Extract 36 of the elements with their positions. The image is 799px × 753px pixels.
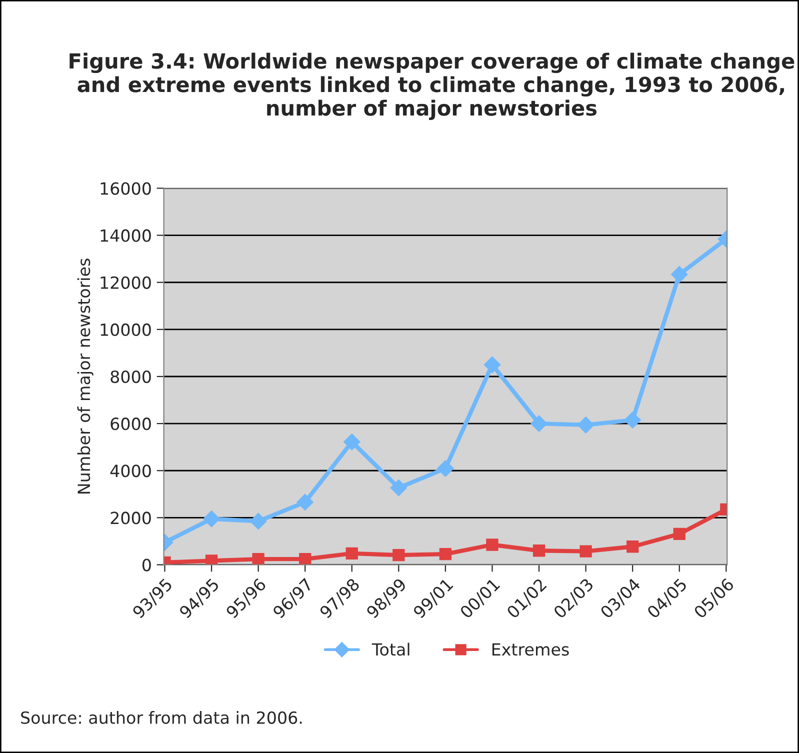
point [580,545,592,558]
point [439,548,452,560]
point [670,266,688,283]
point [437,460,454,477]
y-tick-label: 4000 [110,464,151,478]
point [343,434,360,450]
legend-label: Extremes [492,643,569,656]
source-note: Source: author from data in 2006. [21,711,302,724]
point [299,553,312,565]
point [390,479,408,496]
point [577,416,594,434]
point [673,528,686,540]
point [346,547,358,560]
y-axis-title: Number of major newstories [77,258,94,494]
y-tick-label: 12000 [100,276,151,289]
y-tick-label: 2000 [110,512,151,524]
point [392,549,405,562]
point [484,356,501,374]
chart-title: Figure 3.4: Worldwide newspaper coverage of climate change and extreme events linked to climate change, 1993 to 2006, number of major newstories [70,52,794,120]
legend-label: Total [372,642,410,656]
point [624,412,641,428]
point [530,415,548,432]
point [205,554,218,565]
point [486,538,498,551]
point [532,544,546,557]
y-tick-label: 6000 [110,418,151,430]
y-tick-label: 16000 [100,182,151,195]
point [250,512,267,530]
point [203,510,220,528]
y-tick-label: 14000 [100,229,151,242]
y-tick-label: 10000 [100,323,151,336]
point [252,553,264,565]
y-tick-label: 0 [142,558,151,572]
point [296,494,314,511]
y-tick-label: 8000 [110,370,151,384]
point [626,540,639,553]
